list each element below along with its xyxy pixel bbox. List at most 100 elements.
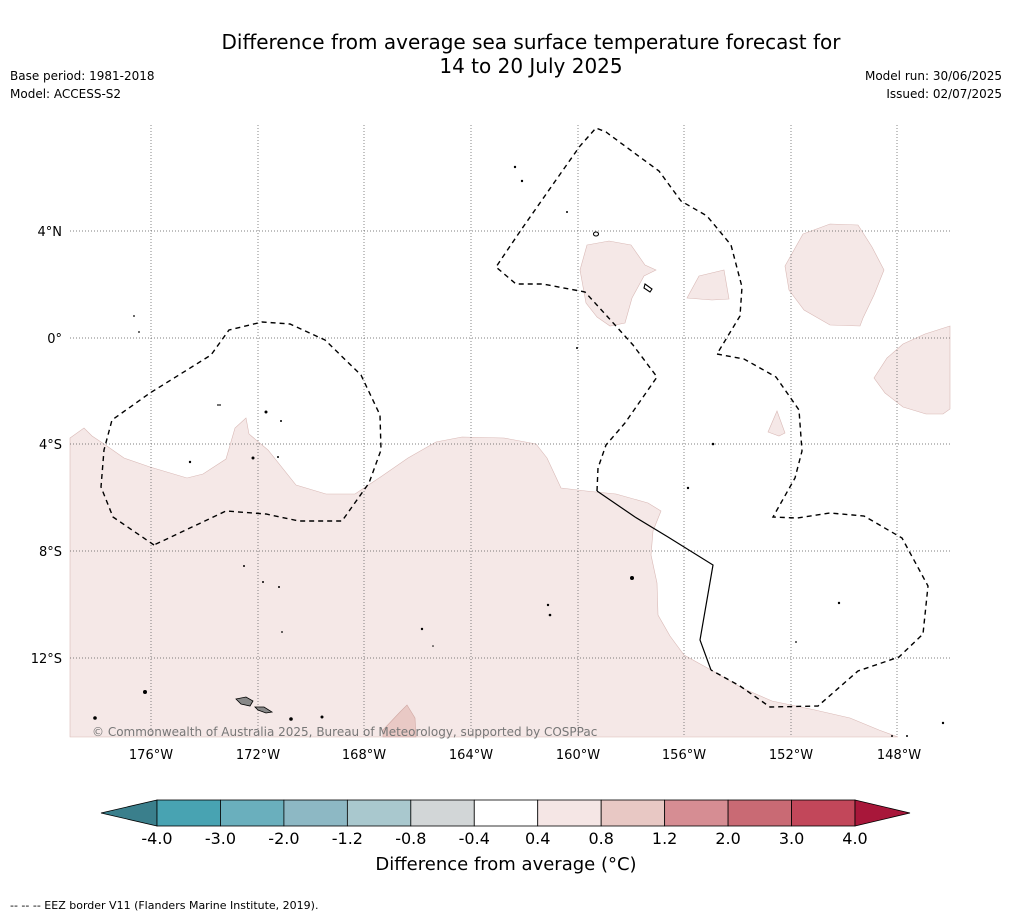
eez-border-phoenix (495, 127, 743, 492)
island-dot (520, 179, 524, 183)
island-dot (138, 331, 140, 333)
colorbar-boxes (156, 799, 856, 827)
island-dot (289, 717, 293, 721)
colorbar: -4.0 -3.0 -2.0 -1.2 -0.8 -0.4 0.4 0.8 1.2 2.0 3.0 4… (100, 799, 911, 848)
footer-note: -- -- -- EEZ border V11 (Flanders Marine… (10, 899, 319, 912)
lon-label-156w: 156°W (662, 748, 706, 763)
island-dot (320, 715, 324, 719)
colorbar-tick-label: 0.8 (588, 829, 613, 848)
colorbar-box (346, 799, 412, 827)
colorbar-tick-label: -4.0 (141, 829, 172, 848)
colorbar-tick-label: -1.2 (332, 829, 363, 848)
island-savaii (235, 696, 254, 707)
issued-date: Issued: 02/07/2025 (886, 87, 1002, 101)
colorbar-label: Difference from average (°C) (375, 854, 637, 875)
eez-border-line-islands (710, 353, 929, 708)
copyright-notice: © Commonwealth of Australia 2025, Bureau… (92, 725, 597, 739)
chart-title: Difference from average sea surface temp… (0, 30, 1011, 78)
lon-label-148w: 148°W (877, 748, 921, 763)
colorbar-box (664, 799, 729, 827)
base-period: Base period: 1981-2018 (10, 69, 155, 83)
island-dot (143, 690, 147, 694)
lon-labels: 176°W 172°W 168°W 164°W 160°W 156°W 152°… (129, 748, 921, 763)
anomaly-region-south (69, 417, 899, 738)
anomaly-region-0.8-1.2 (382, 704, 417, 738)
island-dot (576, 347, 578, 349)
colorbar-tick-label: 4.0 (842, 829, 867, 848)
colorbar-extend-low (100, 799, 158, 827)
anomaly-region-far-east (873, 325, 951, 415)
colorbar-box (791, 799, 856, 827)
colorbar-box (727, 799, 792, 827)
lat-labels: 4°N 0° 4°S 8°S 12°S (31, 225, 62, 667)
anomaly-region-phoenix (579, 240, 657, 327)
eez-border-tokelau (100, 321, 382, 546)
meta-right: Model run: 30/06/2025 Issued: 02/07/2025 (865, 67, 1002, 103)
colorbar-box (410, 799, 475, 827)
lat-label-12s: 12°S (31, 652, 62, 667)
title-line-1: Difference from average sea surface temp… (221, 30, 841, 54)
colorbar-tick-label: 3.0 (779, 829, 804, 848)
model-name: Model: ACCESS-S2 (10, 87, 122, 101)
island-dot (566, 211, 568, 213)
colorbar-box (537, 799, 602, 827)
island-dot (264, 410, 268, 414)
colorbar-box (156, 799, 221, 827)
island-dot (93, 716, 97, 720)
island-dot (711, 442, 715, 446)
island-dot (281, 631, 283, 633)
colorbar-ticks: -4.0 -3.0 -2.0 -1.2 -0.8 -0.4 0.4 0.8 1.2 2.0 3.0 4… (141, 829, 867, 848)
colorbar-box (283, 799, 348, 827)
island-dot (546, 603, 550, 607)
lat-label-4n: 4°N (38, 225, 63, 240)
gridlines (70, 125, 950, 737)
maritime-boundary-solid (596, 490, 714, 671)
island-dot (278, 586, 280, 588)
lon-label-172w: 172°W (236, 748, 280, 763)
island-dot (133, 315, 135, 317)
island-dot (420, 627, 424, 631)
colorbar-box (600, 799, 666, 827)
samoa-islands (235, 696, 274, 714)
island-dot (548, 613, 552, 617)
colorbar-box (473, 799, 539, 827)
island-dot (262, 581, 264, 583)
colorbar-tick-label: -2.0 (268, 829, 299, 848)
eez-borders (100, 127, 929, 708)
island-dot (513, 165, 517, 169)
lon-label-176w: 176°W (129, 748, 173, 763)
island-dot (188, 460, 192, 464)
island-dot (243, 565, 245, 567)
anomaly-region-small-a (686, 269, 730, 301)
title-line-2: 14 to 20 July 2025 (439, 54, 623, 78)
atoll (643, 283, 653, 293)
boundary-segment (596, 490, 714, 671)
colorbar-extend-high (854, 799, 911, 827)
atoll-outlines (217, 231, 653, 406)
island-dot (941, 721, 945, 725)
colorbar-box (220, 799, 285, 827)
islands (93, 165, 945, 737)
island-dot (795, 641, 797, 643)
lat-label-8s: 8°S (39, 545, 62, 560)
atoll (592, 231, 600, 237)
colorbar-tick-label: 2.0 (715, 829, 740, 848)
island-dot (837, 601, 841, 605)
lat-label-4s: 4°S (39, 438, 62, 453)
lon-label-168w: 168°W (342, 748, 386, 763)
anomaly-region-east (784, 223, 885, 327)
colorbar-tick-label: -0.4 (459, 829, 490, 848)
lat-label-0: 0° (47, 332, 62, 347)
map-area: © Commonwealth of Australia 2025, Bureau… (69, 125, 951, 739)
colorbar-tick-label: 0.4 (525, 829, 550, 848)
meta-left: Base period: 1981-2018 Model: ACCESS-S2 (10, 67, 155, 103)
colorbar-tick-label: 1.2 (652, 829, 677, 848)
island-dot (277, 456, 279, 458)
lon-label-152w: 152°W (769, 748, 813, 763)
island-dot (686, 486, 690, 490)
island-upolu (254, 706, 274, 714)
anomaly-region-small-b (767, 410, 786, 437)
island-dot (630, 576, 634, 580)
island-dot (891, 735, 893, 737)
